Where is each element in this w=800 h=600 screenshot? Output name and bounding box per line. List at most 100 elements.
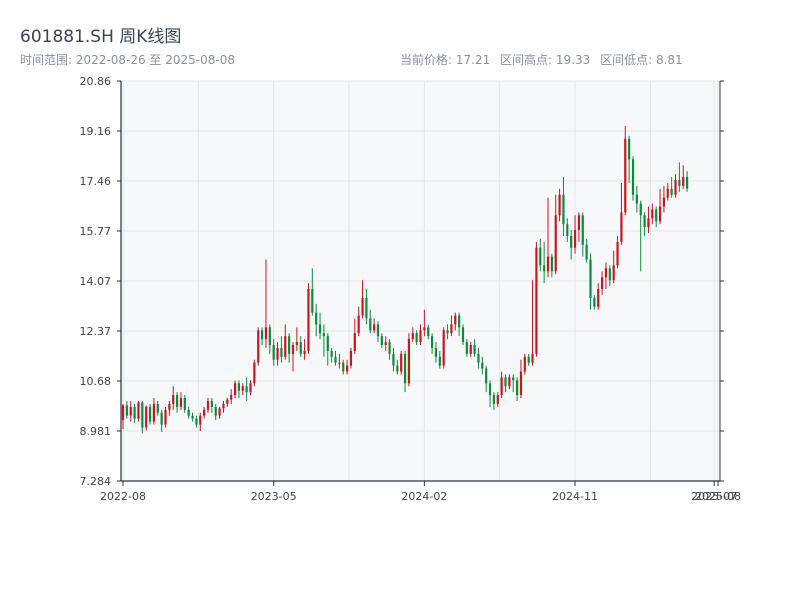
candle-down xyxy=(678,162,681,192)
candle-down xyxy=(237,380,241,399)
candle-body xyxy=(450,324,453,334)
candle-up xyxy=(558,188,561,222)
candle-down xyxy=(589,253,592,310)
candle-body xyxy=(500,377,503,396)
candle-body xyxy=(318,324,322,334)
candle-body xyxy=(446,330,449,334)
candles xyxy=(121,126,689,434)
candle-body xyxy=(249,383,252,393)
candle-body xyxy=(469,344,472,354)
candle-down xyxy=(473,339,476,357)
candle-body xyxy=(276,347,279,360)
candle-body xyxy=(214,406,217,416)
candle-up xyxy=(612,250,615,284)
candle-up xyxy=(291,342,295,372)
candle-body xyxy=(651,209,654,219)
candle-down xyxy=(392,347,395,372)
axes: 7.284 8.981 10.68 12.37 14.07 15.77 17.46 19.16… xyxy=(80,75,741,503)
y-tick-label: 20.86 xyxy=(80,75,112,88)
candle-down xyxy=(446,324,449,340)
candle-up xyxy=(624,126,627,216)
candle-up xyxy=(276,342,279,366)
candle-body xyxy=(639,203,642,216)
candle-body xyxy=(210,400,213,407)
candle-body xyxy=(241,386,244,391)
candle-body xyxy=(206,400,210,410)
candle-up xyxy=(249,380,252,396)
candle-down xyxy=(318,312,322,340)
candle-up xyxy=(604,262,608,290)
candle-down xyxy=(685,171,689,192)
candle-up xyxy=(338,353,341,369)
candle-body xyxy=(245,386,248,393)
candle-down xyxy=(585,238,588,263)
candle-body xyxy=(504,377,507,387)
candle-body xyxy=(662,197,666,207)
candle-down xyxy=(187,406,190,419)
candle-body xyxy=(438,356,441,366)
candle-down xyxy=(628,135,631,183)
y-tick-label: 8.981 xyxy=(80,425,112,438)
x-tick-label: 2022-08 xyxy=(100,490,146,503)
candle-body xyxy=(315,312,318,325)
y-tick-label: 7.284 xyxy=(80,475,112,488)
candle-up xyxy=(349,347,353,369)
candle-body xyxy=(121,405,125,421)
candle-body xyxy=(620,212,623,242)
candle-body xyxy=(380,336,383,345)
candle-body xyxy=(303,350,306,354)
candle-up xyxy=(400,350,403,375)
candle-body xyxy=(195,418,198,425)
candle-up xyxy=(469,342,472,357)
candle-body xyxy=(465,342,468,354)
candle-body xyxy=(423,327,426,331)
candle-up xyxy=(508,374,511,390)
candle-down xyxy=(380,333,383,348)
candle-body xyxy=(183,398,186,410)
candle-body xyxy=(295,342,298,345)
candle-down xyxy=(334,350,337,366)
candle-down xyxy=(299,336,302,357)
candle-body xyxy=(272,344,275,360)
candle-down xyxy=(631,156,635,201)
range-low-label: 区间低点: 8.81 xyxy=(600,53,683,67)
candle-body xyxy=(411,333,414,340)
candle-down xyxy=(148,403,152,425)
candle-body xyxy=(253,362,256,384)
candle-down xyxy=(581,212,584,257)
time-range-label: 时间范围: 2022-08-26 至 2025-08-08 xyxy=(20,53,235,67)
candle-body xyxy=(264,327,268,340)
range-high-label: 区间高点: 19.33 xyxy=(500,53,591,67)
candle-up xyxy=(357,306,360,337)
candle-body xyxy=(160,412,163,425)
candle-body xyxy=(666,188,669,198)
candle-up xyxy=(531,280,534,366)
x-tick-label: 2024-11 xyxy=(552,490,598,503)
candle-up xyxy=(353,318,356,354)
candle-body xyxy=(573,230,577,248)
candle-up xyxy=(523,353,526,375)
candle-up xyxy=(573,215,577,254)
candle-down xyxy=(175,392,179,413)
candle-body xyxy=(624,138,627,213)
candle-body xyxy=(419,330,422,343)
candle-up xyxy=(179,392,183,410)
candle-body xyxy=(338,362,341,364)
candle-down xyxy=(125,400,128,419)
candle-body xyxy=(616,241,619,266)
candle-body xyxy=(125,405,128,416)
candle-up xyxy=(442,327,445,369)
candle-body xyxy=(647,218,650,228)
candle-down xyxy=(515,377,519,401)
candle-down xyxy=(365,289,368,325)
candle-up xyxy=(206,398,210,413)
candle-up xyxy=(597,283,600,310)
candle-up xyxy=(666,182,669,201)
candle-down xyxy=(458,312,461,337)
candle-down xyxy=(434,342,438,363)
candle-body xyxy=(527,356,530,363)
candle-down xyxy=(670,177,673,198)
candle-body xyxy=(519,371,523,396)
candle-up xyxy=(152,398,156,425)
